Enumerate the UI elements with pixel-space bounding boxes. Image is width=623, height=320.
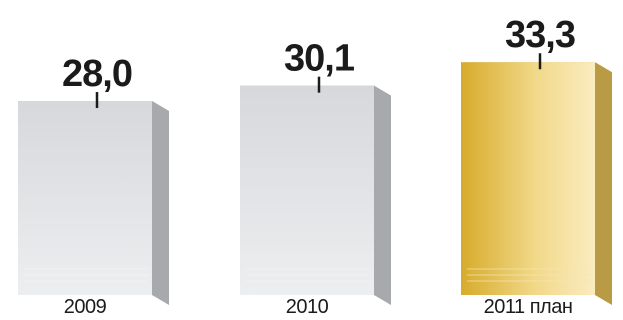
- bar-2009: [18, 92, 169, 305]
- bar-2010: [240, 76, 391, 305]
- value-label: 30,1: [284, 38, 355, 80]
- bars-layer: [18, 53, 612, 305]
- category-label: 2011 план: [484, 296, 573, 318]
- bar-front-face: [240, 85, 374, 295]
- category-label: 2009: [64, 296, 107, 318]
- bar-2011-план: [461, 53, 612, 305]
- bar-front-face: [18, 101, 152, 295]
- value-label: 28,0: [62, 53, 132, 95]
- bar-side-face: [152, 101, 169, 305]
- bar-front-face: [461, 62, 595, 295]
- bar-side-face: [595, 62, 612, 305]
- bar-side-face: [374, 85, 391, 305]
- labels-layer: 28,0 2009 30,1 2010 33,3 2011 план: [62, 14, 576, 318]
- value-label: 33,3: [505, 14, 575, 56]
- category-label: 2010: [286, 296, 329, 318]
